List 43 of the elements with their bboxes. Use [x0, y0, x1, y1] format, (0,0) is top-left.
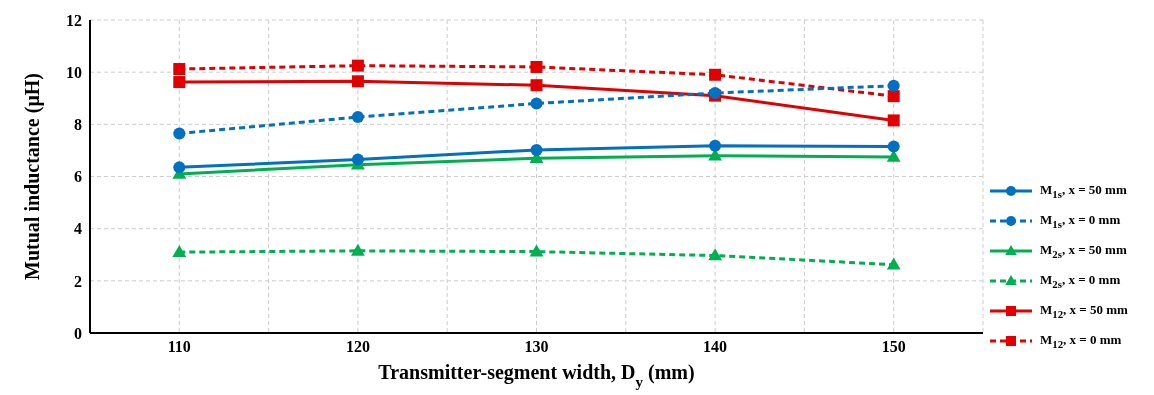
y-tick-label: 6	[74, 168, 82, 186]
y-tick-label: 12	[66, 11, 82, 29]
point	[708, 248, 722, 261]
point	[351, 243, 365, 256]
point	[530, 97, 543, 110]
x-tick-label: 130	[524, 338, 549, 356]
point	[887, 79, 900, 92]
point	[173, 63, 186, 76]
point	[886, 257, 901, 270]
point	[530, 79, 543, 92]
point	[351, 111, 364, 124]
legend-label: M$_{2s}$, x = 50 mm	[1040, 241, 1127, 260]
y-axis-title: Mutual inductance (μH)	[21, 73, 44, 280]
point	[351, 59, 364, 72]
y-tick-label: 8	[74, 116, 82, 134]
point	[173, 161, 186, 174]
x-axis-title: Transmitter-segment width, D$_{y}$ (mm)	[378, 361, 695, 390]
point	[529, 244, 544, 257]
point	[887, 90, 900, 103]
x-tick-label: 150	[881, 338, 906, 356]
point	[887, 140, 900, 153]
point	[351, 75, 364, 88]
x-tick-label: 140	[703, 338, 728, 356]
y-tick-label: 2	[74, 272, 82, 290]
y-tick-label: 10	[66, 63, 82, 81]
point	[530, 60, 543, 73]
point	[172, 244, 187, 257]
legend-label: M$_{1s}$, x = 0 mm	[1040, 211, 1121, 230]
y-tick-label: 4	[74, 220, 82, 238]
legend-label: M$_{1s}$, x = 50 mm	[1040, 181, 1127, 200]
legend-label: M$_{12}$, x = 0 mm	[1040, 331, 1122, 350]
point	[530, 143, 543, 156]
point	[709, 139, 722, 152]
x-tick-label: 120	[345, 338, 370, 356]
legend-label: M$_{2s}$, x = 0 mm	[1040, 271, 1121, 290]
legend-label: M$_{12}$, x = 50 mm	[1040, 301, 1128, 320]
y-tick-label: 0	[74, 324, 82, 342]
point	[709, 68, 722, 81]
point	[351, 153, 364, 166]
point	[173, 76, 186, 89]
x-tick-label: 110	[167, 338, 191, 356]
point	[887, 114, 900, 127]
point	[173, 127, 186, 140]
